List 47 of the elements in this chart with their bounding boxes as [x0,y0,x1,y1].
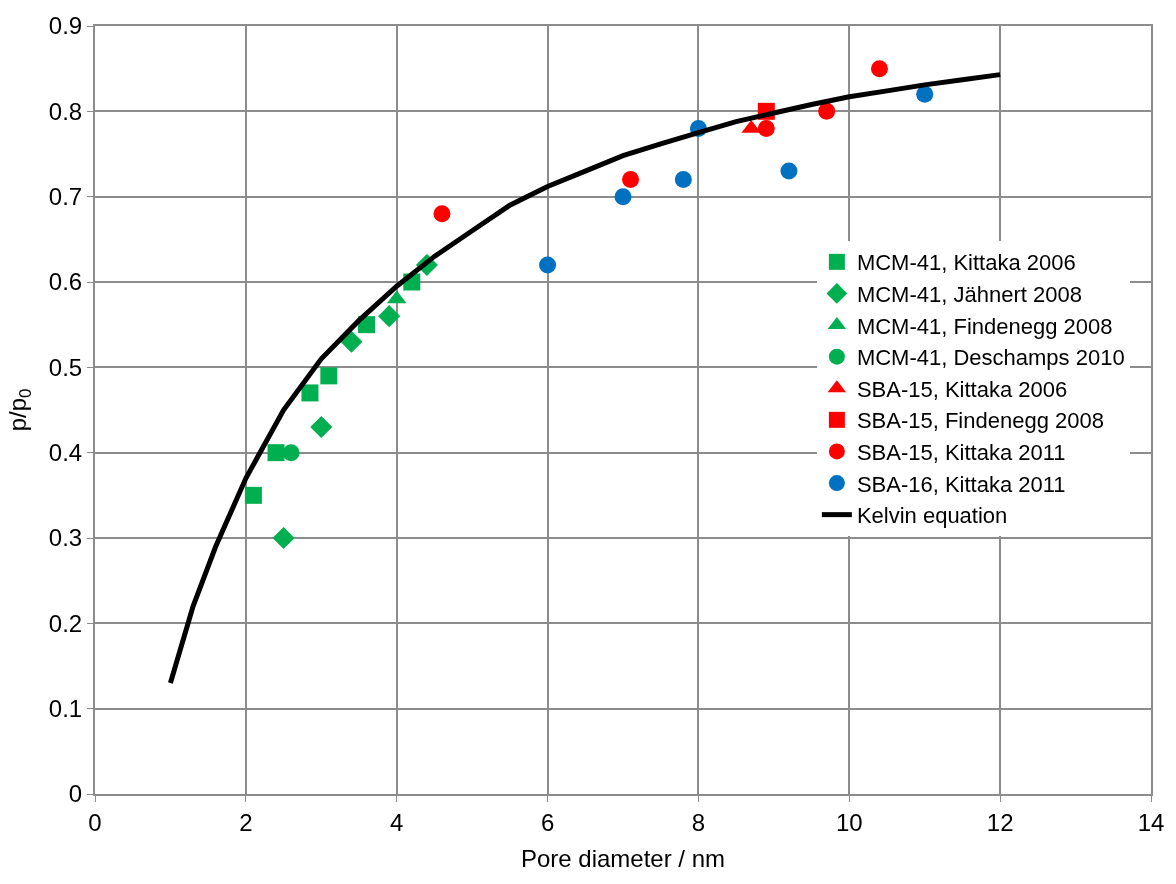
x-tick-label: 12 [986,808,1014,836]
point [272,526,295,550]
x-tick-label: 10 [835,808,863,836]
y-tick-label: 0.2 [48,609,83,637]
x-tick-label: 14 [1137,808,1165,836]
legend-label: MCM-41, Deschamps 2010 [856,345,1125,371]
point [780,162,798,180]
x-tick-label: 8 [691,808,706,836]
point [433,205,451,223]
y-tick-label: 0.7 [48,183,83,211]
point [539,256,557,274]
legend-label: SBA-15, Kittaka 2011 [856,440,1066,466]
y-tick-label: 0 [68,780,83,808]
legend-label: SBA-16, Kittaka 2011 [856,471,1066,497]
point [310,416,333,439]
legend-label: SBA-15, Findenegg 2008 [856,408,1104,434]
y-tick-label: 0.4 [48,439,83,467]
legend-label: Kelvin equation [856,503,1008,529]
y-tick-label: 0.1 [48,695,83,723]
y-tick-label: 0.9 [48,12,83,40]
point [378,305,401,328]
legend-label: MCM-41, Kittaka 2006 [856,250,1076,276]
point [614,188,632,206]
point [622,171,640,189]
point [320,367,338,385]
y-tick-label: 0.8 [48,97,83,125]
point [674,171,692,189]
x-tick-label: 2 [239,808,253,836]
y-tick-label: 0.5 [48,353,83,381]
point [870,60,888,78]
x-tick-label: 4 [390,808,404,836]
point [757,119,775,137]
x-tick-label: 0 [88,808,102,836]
x-tick-label: 6 [540,808,555,836]
legend-label: MCM-41, Jähnert 2008 [856,282,1082,308]
legend-label: MCM-41, Findenegg 2008 [856,313,1113,339]
point [818,102,836,120]
y-tick-label: 0.3 [48,524,83,552]
point [340,330,363,353]
point [282,444,300,462]
x-axis-title: Pore diameter / nm [520,844,726,872]
point [916,85,934,103]
legend-label: SBA-15, Kittaka 2006 [856,376,1068,402]
point [267,444,285,462]
y-tick-label: 0.6 [48,268,83,296]
point [244,486,262,504]
point [301,384,319,402]
